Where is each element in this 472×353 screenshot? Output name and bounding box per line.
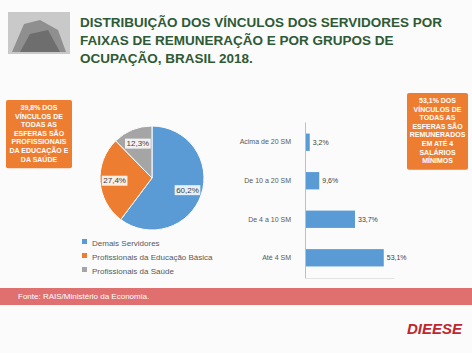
tick-label: De 4 a 10 SM: [248, 215, 291, 222]
bar: [305, 172, 319, 189]
pie-labels: 60,2% 27,4% 12,3%: [102, 139, 201, 196]
callout-box: [6, 100, 72, 168]
legend-label: Profissionais da Educação Básica: [92, 253, 213, 262]
image-shape: [20, 30, 60, 52]
bar: [305, 249, 384, 266]
data-label: 60,2%: [176, 186, 199, 195]
legend-swatch: [82, 253, 87, 258]
logo: DIEESE: [407, 320, 463, 337]
legend-swatch: [82, 239, 87, 244]
tick-label: Até 4 SM: [262, 254, 291, 261]
x-axis: [306, 278, 395, 279]
data-label: 27,4%: [103, 176, 126, 185]
legend-label: Profissionais da Saúde: [92, 267, 174, 276]
callout-text: 53,1% DOSVÍNCULOS DETODAS ASESFERAS SÃOR…: [410, 97, 466, 164]
text-line: DISTRIBUIÇÃO DOS VÍNCULOS DOS SERVIDORES…: [80, 15, 442, 30]
text-line: ESFERAS SÃO: [14, 129, 65, 137]
data-label-bg: [102, 176, 128, 186]
text-line: DA EDUCAÇÃO E: [10, 146, 69, 155]
footer-band: [0, 288, 472, 305]
data-label: 9,6%: [322, 177, 338, 184]
bars: [305, 134, 384, 267]
text-line: SALÁRIOS: [419, 148, 456, 156]
text-line: EM ATÉ 4: [422, 139, 454, 147]
text-line: 39,8% DOS: [21, 104, 58, 112]
source: Fonte: RAIS/Ministério da Economia.: [18, 292, 149, 301]
header-image: [8, 12, 70, 54]
text-line: TODAS AS: [420, 114, 456, 121]
text-line: VÍNCULOS DE: [15, 112, 63, 120]
data-label: 12,3%: [127, 139, 150, 148]
text-line: DA SAÚDE: [21, 155, 58, 163]
pie-slice: [116, 126, 152, 178]
data-label: 53,1%: [387, 254, 407, 261]
legend-label: Demais Servidores: [92, 239, 160, 248]
text-line: PROFISSIONAIS: [12, 138, 67, 145]
text-line: VÍNCULOS DE: [414, 105, 462, 113]
legend: Demais Servidores Profissionais da Educaç…: [82, 239, 213, 276]
tick: Até 4 SM: [262, 254, 291, 261]
bar-labels: 3,2% 9,6% 33,7% 53,1%: [313, 139, 407, 262]
bar: [305, 211, 355, 228]
image-shape: [12, 20, 66, 52]
y-axis-line: [305, 123, 306, 279]
text-line: MÍNIMOS: [422, 156, 453, 164]
canvas: DISTRIBUIÇÃO DOS VÍNCULOS DOS SERVIDORES…: [0, 0, 472, 353]
data-label: 3,2%: [313, 139, 329, 146]
tick-label: Acima de 20 SM: [240, 138, 292, 145]
text-line: FAIXAS DE REMUNERAÇÃO E POR GRUPOS DE: [80, 33, 394, 48]
tick: De 10 a 20 SM: [244, 177, 291, 184]
pie: [100, 126, 204, 230]
data-label: 33,7%: [358, 216, 378, 223]
tick-label: De 10 a 20 SM: [244, 177, 291, 184]
legend-swatch: [82, 267, 87, 272]
text-line: 53,1% DOS: [419, 97, 456, 105]
data-label-bg: [175, 185, 201, 195]
title: DISTRIBUIÇÃO DOS VÍNCULOS DOS SERVIDORES…: [80, 15, 442, 66]
data-label-bg: [125, 139, 151, 149]
text-line: REMUNERADOS: [410, 131, 466, 138]
text-line: TODAS AS: [21, 121, 57, 128]
callout-box: [407, 93, 468, 170]
callout-text: 39,8% DOSVÍNCULOS DETODAS ASESFERAS SÃOP…: [10, 104, 69, 163]
text-line: OCUPAÇÃO, BRASIL 2018.: [80, 51, 253, 66]
y-axis: Acima de 20 SM De 10 a 20 SM De 4 a 10 SM A…: [240, 123, 306, 279]
tick: De 4 a 10 SM: [248, 215, 291, 222]
text-line: ESFERAS SÃO: [412, 122, 463, 130]
tick: Acima de 20 SM: [240, 138, 292, 145]
image-bg: [8, 12, 70, 54]
x-axis-line: [306, 278, 395, 279]
background: [0, 0, 472, 353]
